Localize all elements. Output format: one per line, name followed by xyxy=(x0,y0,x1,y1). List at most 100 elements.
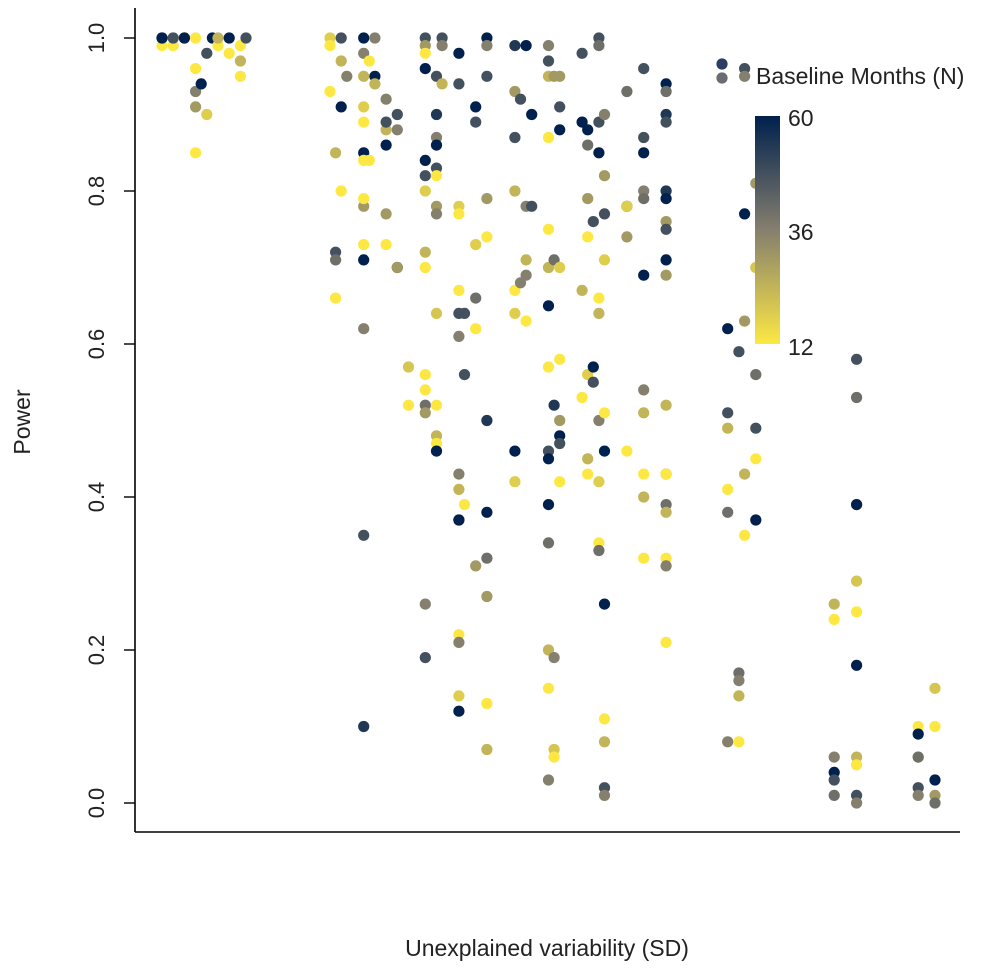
data-point xyxy=(660,468,672,480)
data-point xyxy=(419,40,431,52)
data-point xyxy=(453,705,465,717)
data-point xyxy=(358,720,370,733)
data-point xyxy=(660,560,672,572)
y-tick-label: 0.4 xyxy=(84,482,109,513)
data-point xyxy=(380,124,392,136)
data-point xyxy=(660,216,672,228)
data-point xyxy=(358,200,370,212)
data-point xyxy=(638,193,650,205)
data-point xyxy=(554,414,566,427)
data-point xyxy=(453,514,465,526)
data-point xyxy=(554,353,566,365)
data-point xyxy=(481,506,493,518)
data-point xyxy=(419,154,431,166)
data-point xyxy=(929,774,941,786)
data-point xyxy=(481,743,493,756)
data-point xyxy=(739,63,751,75)
data-point xyxy=(598,445,611,457)
data-point xyxy=(598,789,611,802)
data-point xyxy=(419,598,431,610)
data-point xyxy=(358,47,370,59)
data-point xyxy=(402,399,415,411)
data-point xyxy=(358,323,370,335)
data-point xyxy=(223,32,235,44)
data-point xyxy=(430,170,443,182)
data-point xyxy=(851,606,863,618)
data-point xyxy=(750,422,762,434)
data-point xyxy=(419,185,431,197)
data-point xyxy=(548,399,560,411)
data-point xyxy=(554,70,566,82)
data-point xyxy=(582,468,594,480)
data-point xyxy=(660,399,672,411)
data-point xyxy=(363,154,375,166)
data-point xyxy=(582,193,594,205)
data-point xyxy=(660,499,672,511)
data-point xyxy=(514,93,527,105)
data-point xyxy=(380,116,392,128)
data-point xyxy=(542,453,555,465)
data-point xyxy=(458,307,471,319)
legend-marker-dark xyxy=(716,58,728,70)
data-point xyxy=(369,32,381,44)
colorbar xyxy=(755,116,780,344)
data-point xyxy=(358,70,370,82)
data-points xyxy=(156,32,941,809)
data-point xyxy=(380,93,392,105)
data-point xyxy=(554,124,566,136)
data-point xyxy=(453,629,465,641)
y-tick-label: 1.0 xyxy=(84,23,109,54)
data-point xyxy=(542,55,555,67)
data-point xyxy=(453,208,465,220)
data-point xyxy=(733,675,745,687)
data-point xyxy=(156,32,168,44)
data-point xyxy=(739,529,751,541)
data-point xyxy=(598,598,611,610)
data-point xyxy=(330,254,342,266)
data-point xyxy=(554,476,566,488)
data-point xyxy=(330,147,342,159)
data-point xyxy=(593,147,605,159)
data-point xyxy=(430,307,443,319)
data-point xyxy=(722,422,734,434)
data-point xyxy=(598,208,611,220)
data-point xyxy=(369,78,381,90)
data-point xyxy=(828,613,840,626)
data-point xyxy=(481,552,493,564)
data-point xyxy=(929,797,941,809)
data-point xyxy=(509,476,521,488)
data-point xyxy=(178,32,190,44)
data-point xyxy=(598,170,611,182)
data-point xyxy=(509,445,521,457)
data-point xyxy=(358,193,370,205)
data-point xyxy=(481,193,493,205)
data-point xyxy=(324,40,336,52)
data-point xyxy=(509,131,521,144)
colorbar-tick-12: 12 xyxy=(788,334,814,360)
data-point xyxy=(638,147,650,159)
data-point xyxy=(554,437,566,450)
data-point xyxy=(481,697,493,710)
data-point xyxy=(330,292,342,304)
data-point xyxy=(582,139,594,151)
data-point xyxy=(201,47,213,59)
data-point xyxy=(851,499,863,511)
data-point xyxy=(660,636,672,649)
data-point xyxy=(358,239,370,251)
data-point xyxy=(593,414,605,427)
data-point xyxy=(380,239,392,251)
data-point xyxy=(458,499,471,511)
data-point xyxy=(190,63,202,75)
data-point xyxy=(598,713,611,725)
data-point xyxy=(520,315,532,327)
data-point xyxy=(576,284,588,296)
data-point xyxy=(520,254,532,266)
data-point xyxy=(509,40,521,52)
data-point xyxy=(419,170,431,182)
data-point xyxy=(638,468,650,480)
data-point xyxy=(240,32,252,44)
data-point xyxy=(660,506,672,518)
data-point xyxy=(733,690,745,702)
data-point xyxy=(470,239,482,251)
